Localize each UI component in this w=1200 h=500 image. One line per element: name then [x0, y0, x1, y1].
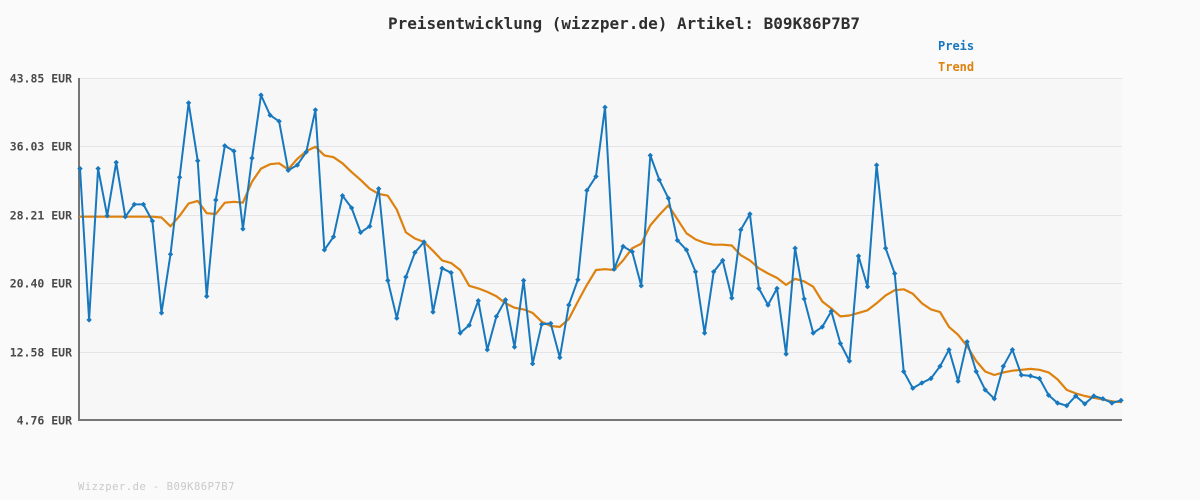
trend-line	[78, 145, 1123, 404]
y-axis-tick-label: 28.21 EUR	[10, 209, 72, 223]
price-line	[79, 94, 1122, 407]
y-axis-tick-label: 4.76 EUR	[17, 414, 72, 428]
legend-item-trend: Trend	[938, 60, 975, 74]
watermark-text: Wizzper.de - B09K86P7B7	[78, 481, 235, 493]
chart-title: Preisentwicklung (wizzper.de) Artikel: B…	[387, 14, 860, 33]
legend-item-preis: Preis	[938, 39, 975, 53]
y-axis-tick-label: 36.03 EUR	[10, 140, 72, 154]
y-axis-tick-label: 20.40 EUR	[10, 277, 72, 291]
y-axis-tick-label: 43.85 EUR	[10, 72, 72, 86]
y-axis-tick-label: 12.58 EUR	[10, 346, 72, 360]
chart-legend: Preis Trend	[938, 39, 974, 74]
plot-background	[78, 78, 1122, 420]
